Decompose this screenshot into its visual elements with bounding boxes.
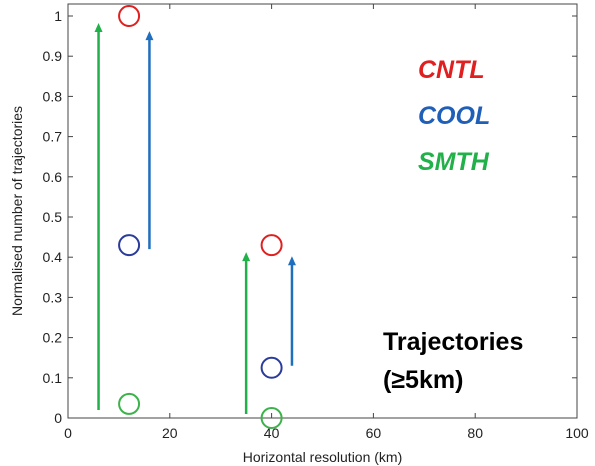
x-tick-label-4: 80 bbox=[467, 425, 483, 441]
x-tick-label-3: 60 bbox=[366, 425, 382, 441]
legend-label-cool: COOL bbox=[418, 102, 490, 130]
legend: CNTL COOL SMTH bbox=[418, 56, 490, 176]
y-tick-label-6: 0.6 bbox=[43, 169, 63, 185]
y-tick-label-9: 0.9 bbox=[43, 48, 63, 64]
marker-smth-1 bbox=[260, 407, 283, 429]
arrow-head-0 bbox=[94, 23, 103, 33]
y-tick-label-7: 0.7 bbox=[43, 129, 63, 145]
y-axis-label: Normalised number of trajectories bbox=[9, 106, 25, 316]
arrow-head-2 bbox=[242, 252, 251, 262]
marker-cntl-0 bbox=[118, 5, 141, 27]
y-tick-label-8: 0.8 bbox=[43, 88, 63, 104]
y-tick-label-0: 0 bbox=[54, 410, 62, 426]
arrow-head-1 bbox=[145, 31, 154, 41]
marker-cntl-1 bbox=[260, 234, 283, 257]
legend-label-smth: SMTH bbox=[418, 148, 490, 176]
x-tick-label-5: 100 bbox=[565, 425, 589, 441]
legend-label-cntl: CNTL bbox=[418, 56, 485, 84]
axes: 0 20 40 60 80 100 0 0.1 0.2 0.3 0.4 0.5 0.6 0.7 0.8 0.9… bbox=[43, 4, 589, 441]
marker-cool-1 bbox=[260, 356, 283, 379]
y-tick-label-10: 1 bbox=[54, 8, 62, 24]
y-tick-label-5: 0.5 bbox=[43, 209, 63, 225]
annotation-line-1: Trajectories bbox=[383, 328, 523, 356]
x-axis-label: Horizontal resolution (km) bbox=[243, 449, 403, 465]
y-tick-label-4: 0.4 bbox=[43, 249, 63, 265]
marker-cool-0 bbox=[118, 234, 141, 257]
y-tick-label-1: 0.1 bbox=[43, 370, 63, 386]
x-tick-label-0: 0 bbox=[64, 425, 72, 441]
annotation-line-2: (≥5km) bbox=[383, 366, 463, 394]
plot-area bbox=[67, 3, 578, 419]
y-tick-label-3: 0.3 bbox=[43, 289, 63, 305]
arrows bbox=[94, 23, 296, 414]
x-tick-label-1: 20 bbox=[162, 425, 178, 441]
y-tick-label-2: 0.2 bbox=[43, 330, 63, 346]
x-tick-label-2: 40 bbox=[264, 425, 280, 441]
arrow-head-3 bbox=[287, 256, 296, 266]
marker-smth-0 bbox=[118, 392, 141, 415]
markers bbox=[118, 5, 283, 429]
